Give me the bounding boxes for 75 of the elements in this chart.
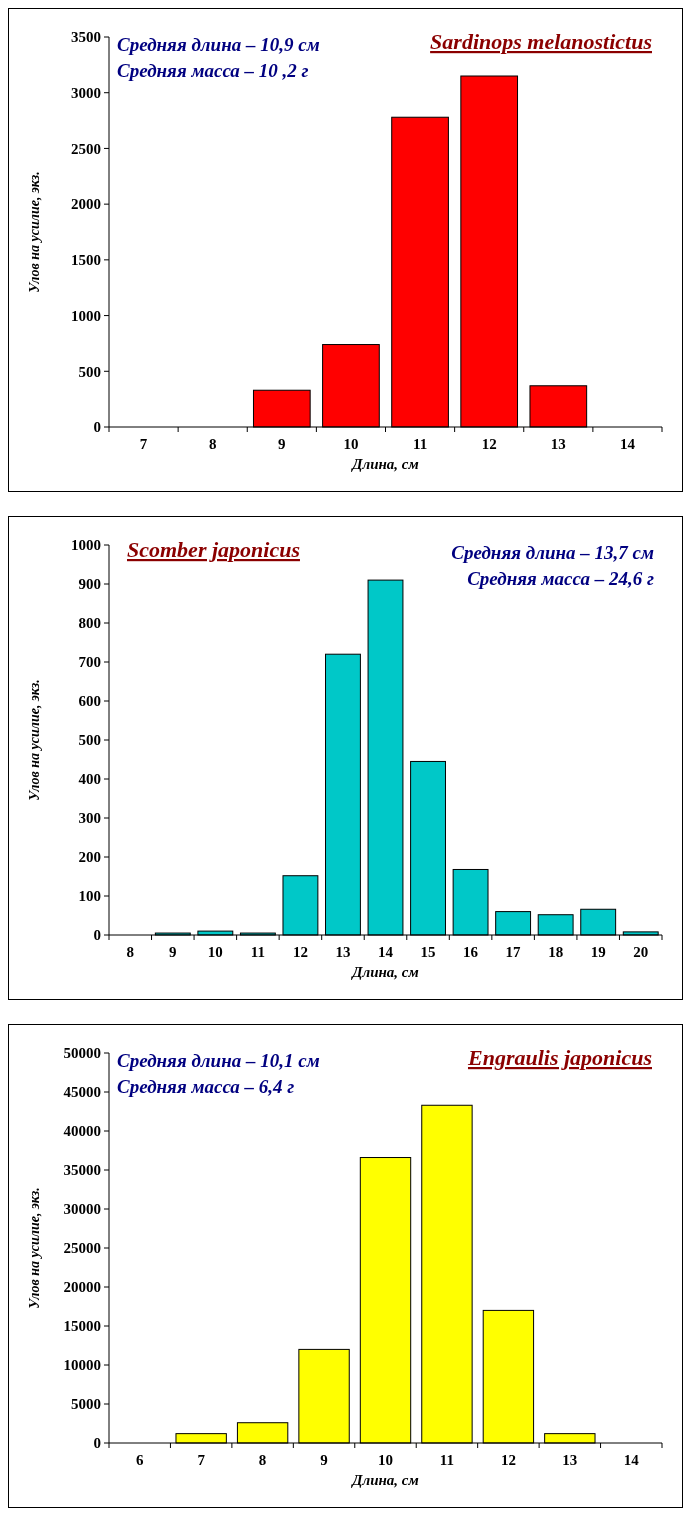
y-tick-label: 100 (78, 888, 101, 905)
y-tick-label: 3500 (71, 29, 101, 46)
y-tick-label: 15000 (63, 1318, 101, 1335)
y-tick-label: 1000 (71, 307, 101, 324)
x-tick-label: 6 (135, 1452, 144, 1468)
annotation: Средняя масса – 10 ,2 г (117, 60, 309, 81)
annotation: Средняя длина – 10,9 см (117, 34, 320, 55)
y-tick-label: 700 (78, 654, 101, 671)
x-tick-label: 13 (335, 944, 351, 960)
y-tick-label: 10000 (63, 1357, 101, 1374)
x-tick-label: 10 (378, 1452, 393, 1468)
x-tick-label: 12 (481, 436, 497, 452)
y-tick-label: 1000 (71, 537, 101, 554)
y-tick-label: 0 (93, 927, 101, 944)
y-tick-label: 400 (78, 771, 101, 788)
x-tick-label: 13 (562, 1452, 578, 1468)
x-tick-label: 8 (258, 1452, 267, 1468)
x-axis-title: Длина, см (350, 456, 419, 472)
y-tick-label: 5000 (71, 1396, 101, 1413)
y-axis-title: Улов на усилие, экз. (27, 679, 42, 801)
y-tick-label: 3000 (71, 84, 101, 101)
x-tick-label: 12 (500, 1452, 516, 1468)
x-tick-label: 19 (590, 944, 606, 960)
y-tick-label: 2500 (71, 140, 101, 157)
y-tick-label: 25000 (63, 1240, 101, 1257)
y-tick-label: 45000 (63, 1084, 101, 1101)
y-tick-label: 20000 (63, 1279, 101, 1296)
y-tick-label: 2000 (71, 196, 101, 213)
y-tick-label: 900 (78, 576, 101, 593)
y-tick-label: 0 (93, 1435, 101, 1452)
y-tick-label: 800 (78, 615, 101, 632)
x-tick-label: 15 (420, 944, 436, 960)
y-tick-label: 300 (78, 810, 101, 827)
x-tick-label: 8 (126, 944, 135, 960)
x-tick-label: 16 (463, 944, 479, 960)
x-tick-label: 14 (619, 436, 636, 452)
y-axis-title: Улов на усилие, экз. (27, 171, 42, 293)
x-tick-label: 17 (505, 944, 522, 960)
y-tick-label: 1500 (71, 252, 101, 269)
x-tick-label: 10 (207, 944, 223, 960)
x-tick-label: 11 (250, 944, 265, 960)
y-tick-label: 500 (78, 363, 101, 380)
x-tick-label: 8 (208, 436, 217, 452)
y-tick-label: 0 (93, 419, 101, 436)
x-tick-label: 11 (439, 1452, 455, 1468)
x-tick-label: 14 (378, 944, 394, 960)
x-axis-title: Длина, см (350, 1472, 419, 1488)
annotation: Средняя масса – 24,6 г (467, 568, 654, 589)
annotation: Средняя масса – 6,4 г (117, 1076, 295, 1097)
y-tick-label: 200 (78, 849, 101, 866)
chart-title: Sardinops melanostictus (430, 29, 652, 54)
annotation: Средняя длина – 13,7 см (451, 542, 654, 563)
y-tick-label: 50000 (63, 1045, 101, 1062)
chart-title: Engraulis japonicus (466, 1045, 652, 1070)
x-tick-label: 10 (343, 436, 359, 452)
x-tick-label: 11 (412, 436, 428, 452)
y-axis-title: Улов на усилие, экз. (27, 1187, 42, 1309)
annotation: Средняя длина – 10,1 см (117, 1050, 320, 1071)
y-tick-label: 30000 (63, 1201, 101, 1218)
y-tick-label: 40000 (63, 1123, 101, 1140)
x-tick-label: 9 (278, 436, 286, 452)
x-tick-label: 13 (550, 436, 566, 452)
x-tick-label: 14 (623, 1452, 640, 1468)
x-tick-label: 9 (169, 944, 177, 960)
x-tick-label: 9 (320, 1452, 328, 1468)
chart-title: Scomber japonicus (127, 537, 300, 562)
x-tick-label: 12 (292, 944, 308, 960)
y-tick-label: 35000 (63, 1162, 101, 1179)
x-tick-label: 7 (197, 1452, 206, 1468)
x-tick-label: 18 (548, 944, 564, 960)
x-tick-label: 7 (139, 436, 148, 452)
x-tick-label: 20 (633, 944, 649, 960)
x-axis-title: Длина, см (350, 964, 419, 980)
y-tick-label: 600 (78, 693, 101, 710)
y-tick-label: 500 (78, 732, 101, 749)
